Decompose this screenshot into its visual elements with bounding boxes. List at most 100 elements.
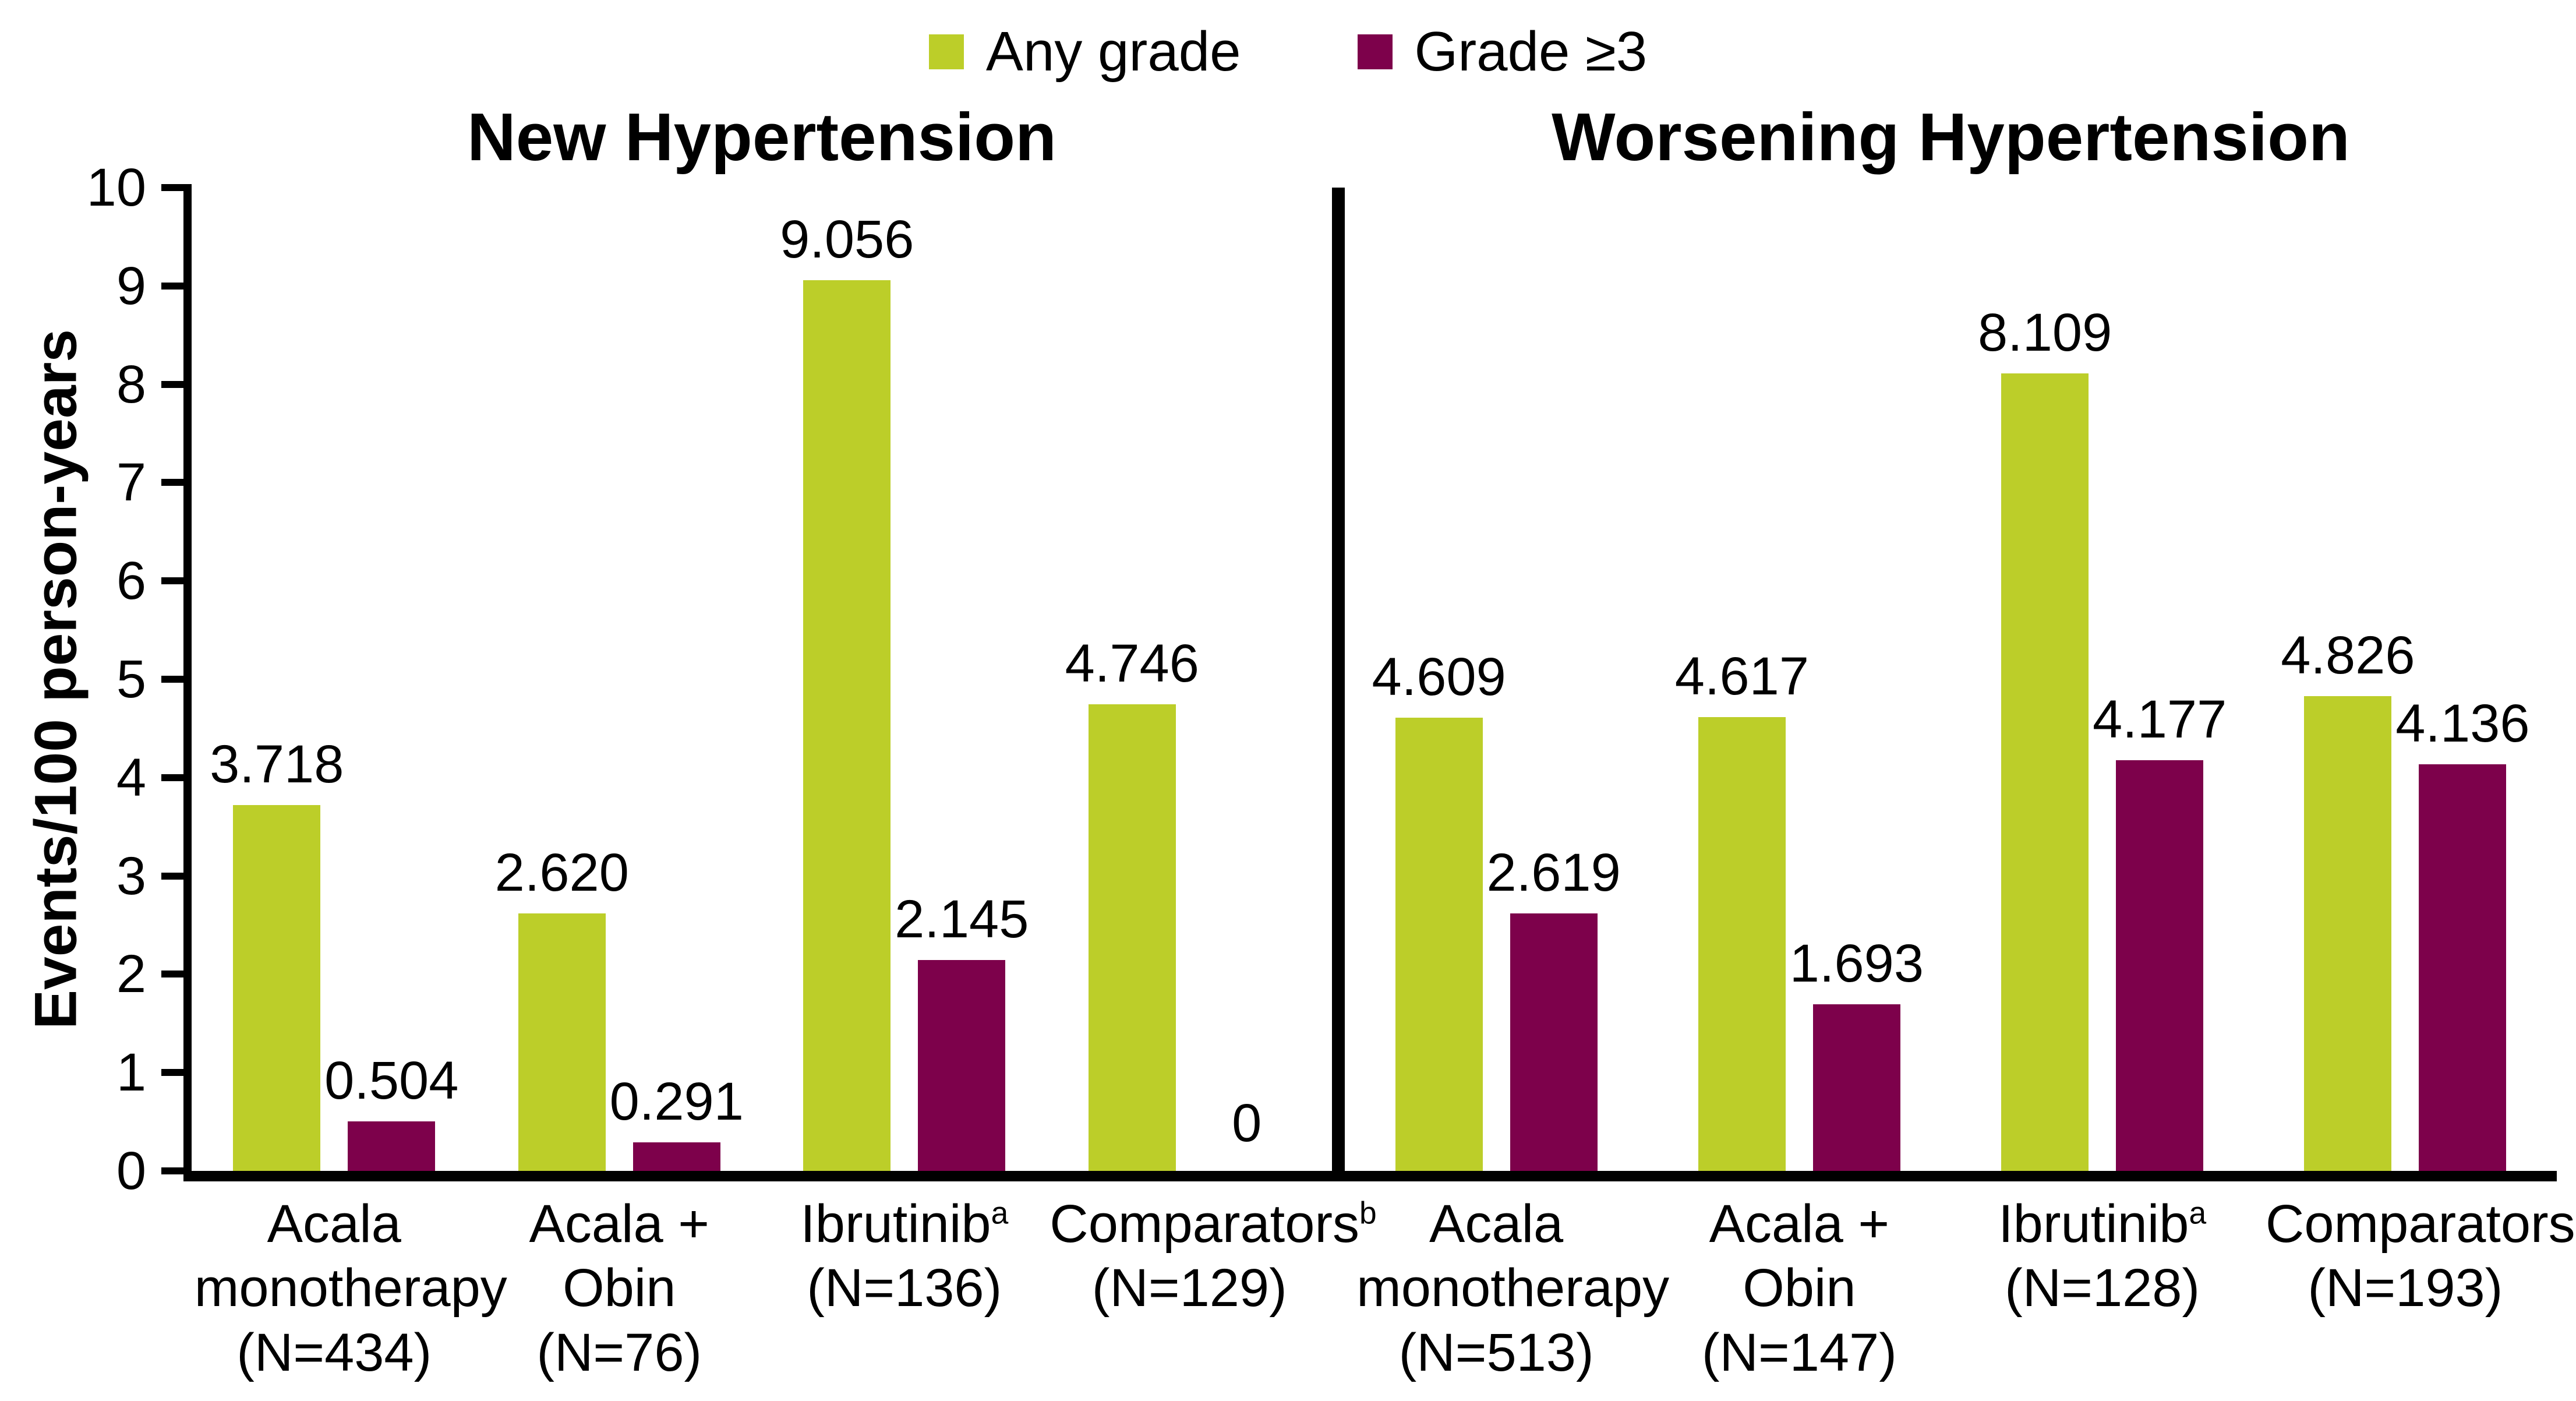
category-label: Ibrutiniba (N=136) [765,1192,1044,1385]
bar-slot: 4.826 [2281,188,2415,1171]
category-label-line: Obin [1743,1258,1856,1318]
y-tick-mark [161,872,183,880]
category-label-superscript: b [1359,1196,1377,1231]
bar-slot: 8.109 [1978,188,2112,1171]
category-label-line: Acala [1429,1194,1564,1254]
bar-grade-ge3 [2419,764,2507,1171]
bar-value-label: 4.617 [1674,646,1809,706]
legend-label-grade-ge3: Grade ≥3 [1414,20,1648,83]
y-tick-label: 3 [116,846,146,906]
bar-any-grade [803,280,891,1171]
category-label: Acala + Obin (N=147) [1659,1192,1939,1385]
y-tick-label: 5 [116,650,146,709]
y-tick-mark [161,479,183,486]
bar-value-label: 2.620 [494,842,629,902]
y-axis-label: Events/100 person-years [22,329,89,1029]
bar-panels: 3.718 0.504 2.620 0.291 9.056 2.145 4.746 0 4.6… [192,188,2557,1171]
xlabel-gap [1332,1192,1345,1385]
bar-slot: 2.619 [1487,188,1621,1171]
bar-slot: 0.291 [610,188,744,1171]
legend-item-grade-ge3: Grade ≥3 [1357,20,1648,84]
y-tick-mark [161,1167,183,1174]
bar-any-grade [1698,717,1786,1171]
y-tick-mark [161,380,183,388]
legend-item-any-grade: Any grade [928,20,1241,84]
bar-grade-ge3 [1510,913,1598,1171]
bar-value-label: 9.056 [780,210,914,270]
panel-right-xlabels: Acala monotherapy (N=513) Acala + Obin (N=147… [1345,1192,2576,1385]
bar-value-label: 4.177 [2093,689,2227,749]
category-label-line: (N=193) [2308,1258,2503,1318]
y-tick-mark [161,971,183,978]
legend-label-any-grade: Any grade [985,20,1241,83]
category-label-line: (N=76) [536,1322,702,1382]
bar-group: 4.617 1.693 [1675,188,1924,1171]
bar-value-label: 2.619 [1486,842,1621,902]
bar-value-label: 8.109 [1978,303,2112,363]
bar-grade-ge3 [632,1142,720,1171]
category-label-line: Acala + [1709,1194,1890,1254]
category-label-line: Acala [267,1194,401,1254]
bar-any-grade [2304,696,2392,1171]
bar-any-grade [1395,718,1483,1171]
bar-group: 3.718 0.504 [210,188,458,1171]
y-tick-mark [161,1069,183,1077]
category-label-line: monotherapy [1356,1258,1670,1318]
bar-grade-ge3 [918,959,1006,1171]
panel-divider-line [1332,188,1345,1171]
y-tick-label: 1 [116,1043,146,1103]
bar-any-grade [233,805,321,1171]
bar-value-label: 2.145 [895,889,1029,949]
y-tick-mark [161,184,183,191]
category-label-superscript: a [991,1196,1009,1231]
category-label-line: (N=128) [2005,1258,2200,1318]
bar-slot: 3.718 [210,188,344,1171]
category-label-superscript: a [2189,1196,2207,1231]
plot-area: 0 1 2 3 4 5 6 7 8 9 10 3.718 0.504 2.620 0.291 9.056 2.… [87,161,2557,1198]
category-label: Acala monotherapy (N=434) [194,1192,507,1385]
panel-title-new-hypertension: New Hypertension [467,99,1056,175]
category-label-line: Acala + [529,1194,709,1254]
x-axis-labels: Acala monotherapy (N=434) Acala + Obin (N=76)… [192,1192,2576,1385]
category-label: Comparatorsb (N=129) [1050,1192,1377,1385]
panel-gap [1332,188,1345,1171]
category-label-line: Comparatorsb [1050,1194,1377,1254]
y-tick-mark [161,282,183,290]
bar-value-label: 4.826 [2281,626,2415,686]
y-tick-mark [161,577,183,585]
category-label-line: Ibrutiniba [1998,1194,2207,1254]
category-label-line: monotherapy [194,1258,507,1318]
bar-group: 8.109 4.177 [1978,188,2227,1171]
legend-swatch-grade-ge3-icon [1357,34,1393,69]
bar-slot: 1.693 [1790,188,1924,1171]
category-label-line: (N=147) [1701,1322,1897,1382]
category-label: Acala + Obin (N=76) [479,1192,759,1385]
x-axis-line [183,1171,2557,1181]
panel-right-bars: 4.609 2.619 4.617 1.693 8.109 4.177 4.826 4.136 [1345,188,2557,1171]
bar-slot: 4.746 [1065,188,1199,1171]
category-label-line: (N=513) [1398,1322,1594,1382]
bar-grade-ge3 [348,1121,436,1171]
bar-grade-ge3 [2116,760,2204,1171]
y-tick-mark [161,676,183,683]
y-tick-label: 2 [116,944,146,1004]
chart-legend: Any grade Grade ≥3 [0,20,2576,84]
category-label-line: (N=129) [1091,1258,1287,1318]
category-label-line: Obin [563,1258,676,1318]
y-tick-label: 7 [116,453,146,513]
bar-value-label: 4.746 [1065,633,1199,693]
panel-left-xlabels: Acala monotherapy (N=434) Acala + Obin (N=76)… [192,1192,1377,1385]
category-label-line: Ibrutiniba [800,1194,1009,1254]
y-tick-label: 8 [116,354,146,414]
bar-slot: 4.136 [2395,188,2529,1171]
bar-slot: 2.620 [495,188,629,1171]
bar-group: 2.620 0.291 [495,188,744,1171]
y-tick-label: 10 [86,158,146,217]
panel-left-bars: 3.718 0.504 2.620 0.291 9.056 2.145 4.746 0 [192,188,1332,1171]
bar-any-grade [1088,704,1176,1171]
y-tick-label: 4 [116,747,146,807]
bar-value-label: 0.504 [324,1050,459,1110]
legend-swatch-any-grade-icon [928,34,964,69]
bar-value-label: 0 [1232,1093,1262,1153]
